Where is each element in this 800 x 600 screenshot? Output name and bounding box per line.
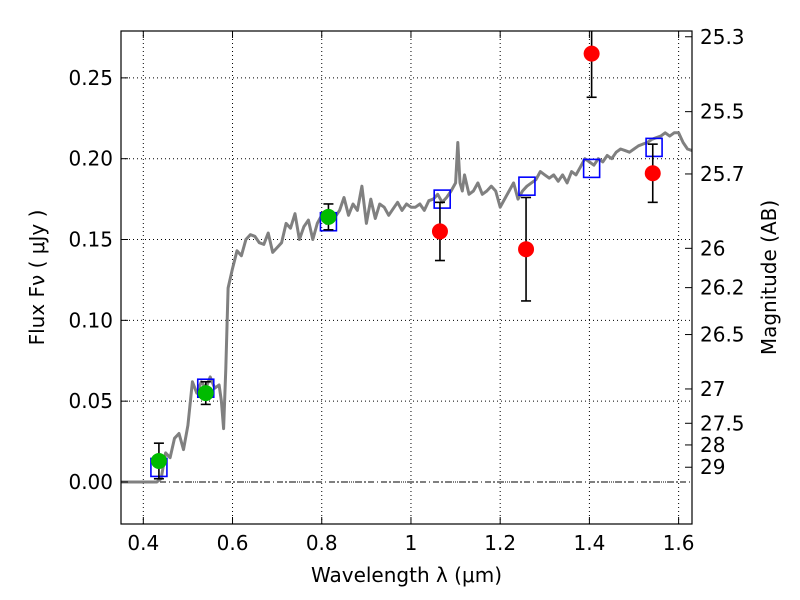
magnitude-tick-label: 25.5 [700, 100, 745, 124]
model-square-point [582, 158, 601, 179]
x-tick-label: 0.6 [217, 531, 249, 555]
magnitude-tick-label: 27 [700, 377, 725, 401]
y-tick-label: 0.00 [68, 470, 113, 494]
x-tick-label: 1.6 [663, 531, 695, 555]
red-data-point [431, 223, 448, 240]
y-axis-label: Flux Fν ( μJy ) [25, 210, 49, 346]
y-tick-label: 0.05 [68, 389, 113, 413]
green-data-point [197, 385, 214, 402]
x-tick-label: 0.8 [306, 531, 338, 555]
magnitude-tick-label: 26.2 [700, 276, 745, 300]
magnitude-tick-label: 28 [700, 433, 725, 457]
magnitude-axis-label: Magnitude (AB) [757, 200, 781, 355]
red-data-point [583, 45, 600, 62]
model-square-point [433, 189, 451, 209]
magnitude-tick-label: 25.3 [700, 25, 745, 49]
grid [121, 31, 692, 524]
data-marks [150, 31, 663, 480]
model-square-point [518, 176, 536, 196]
y-tick-label: 0.15 [68, 228, 113, 252]
magnitude-tick-label: 26 [700, 236, 725, 260]
axis-ticks: 0.4 0.6 0.8 1 1.2 1.4 1.6 0.00 0.05 0.10 0.15 0.20 0… [68, 25, 744, 555]
magnitude-tick-label: 26.5 [700, 323, 745, 347]
y-tick-label: 0.10 [68, 308, 113, 332]
red-data-point [644, 165, 661, 182]
y-tick-label: 0.25 [68, 66, 113, 90]
x-tick-label: 1 [405, 531, 418, 555]
x-axis-label: Wavelength λ (μm) [311, 563, 502, 587]
plot-frame [120, 30, 693, 525]
model-square-point [645, 137, 663, 158]
model-spectrum-line [121, 131, 693, 484]
red-data-point [518, 241, 535, 258]
green-data-point [320, 208, 337, 225]
magnitude-tick-label: 27.5 [700, 411, 745, 435]
magnitude-tick-label: 25.7 [700, 162, 745, 186]
magnitude-tick-label: 29 [700, 455, 725, 479]
y-tick-label: 0.20 [68, 147, 113, 171]
green-data-point [150, 452, 167, 469]
x-tick-label: 0.4 [127, 531, 159, 555]
x-tick-label: 1.2 [484, 531, 516, 555]
x-tick-label: 1.4 [573, 531, 605, 555]
